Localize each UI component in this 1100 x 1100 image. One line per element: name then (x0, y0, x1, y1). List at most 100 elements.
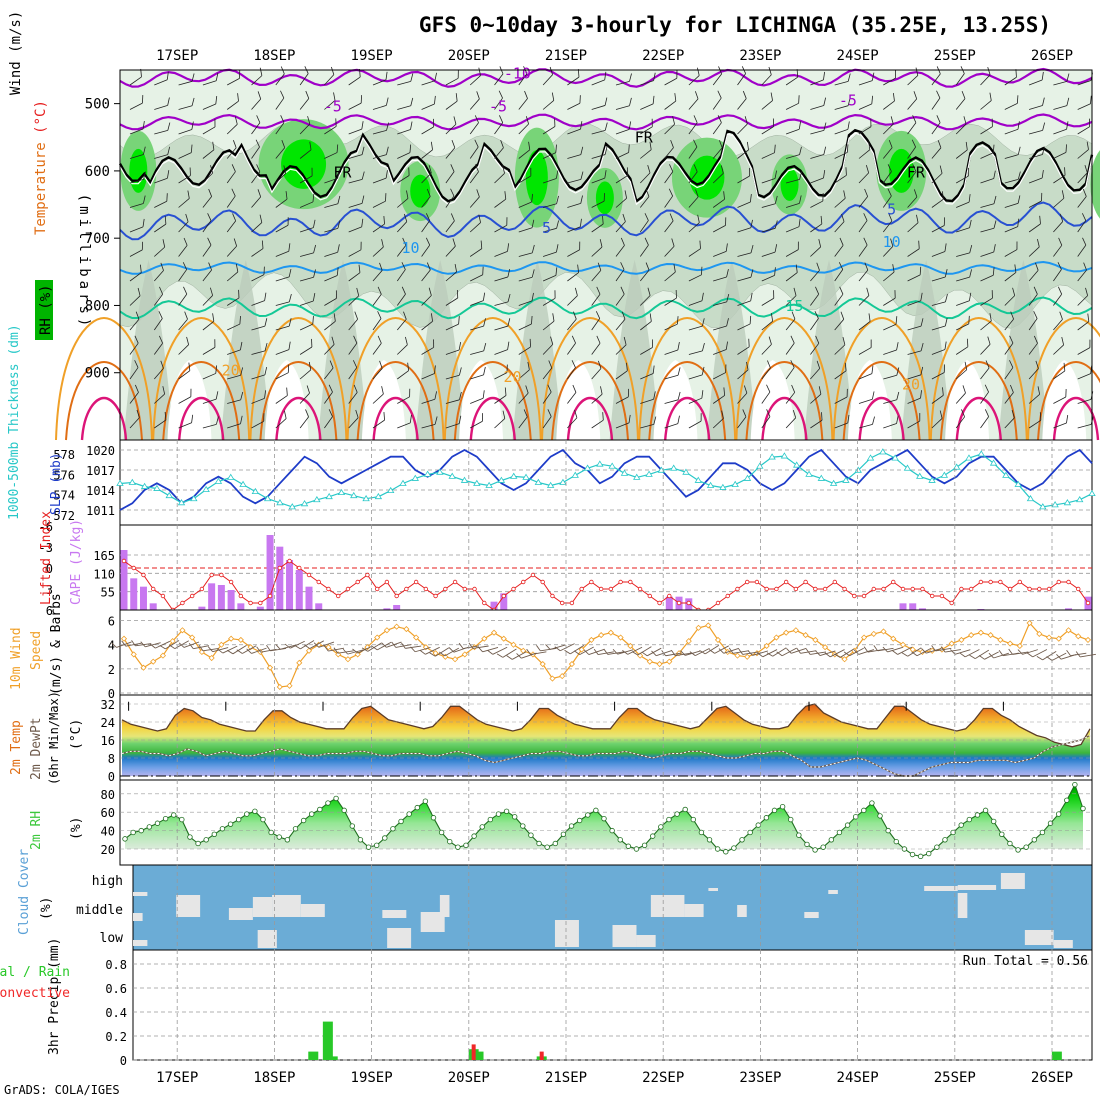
wind-speed-point (383, 627, 390, 634)
wind-barb (834, 362, 847, 380)
wind-barb (567, 146, 584, 159)
wind-barb (907, 189, 918, 208)
wind-barb (591, 360, 602, 380)
wind-tick-label: 6 (108, 615, 115, 629)
wind-speed-point (1016, 642, 1023, 650)
wind-barb (640, 141, 652, 159)
wind-barb (737, 193, 752, 208)
wind-barb (445, 341, 462, 355)
thickness-point (325, 492, 333, 500)
li-point (131, 565, 136, 571)
wind-barb (372, 262, 383, 282)
wind-barb (761, 195, 778, 208)
wind-barb-10m (593, 648, 614, 656)
cape-tick-label: 55 (101, 586, 115, 600)
wind-barb (883, 316, 898, 331)
contour-label: -5 (839, 92, 857, 110)
wind-barb (494, 115, 504, 135)
contour-label: 10 (883, 233, 901, 251)
li-point (978, 579, 984, 585)
wind-barb (688, 91, 699, 110)
wind-barb (688, 164, 698, 184)
temp-area: 32 24 16 8 0 (101, 698, 1092, 784)
wind-barb (955, 90, 966, 110)
wind-barb (907, 214, 919, 233)
wind-speed-point (169, 638, 176, 645)
rh2m-point (877, 813, 883, 819)
wind-barb (154, 146, 171, 159)
wind-barb (737, 385, 748, 404)
rh-bright-patch (129, 148, 148, 193)
wind-barb (202, 313, 215, 331)
wind-barb (202, 262, 212, 282)
wind-barb (1053, 167, 1066, 184)
wind-speed-point (393, 623, 400, 630)
wind-barb (469, 214, 481, 233)
li-point (189, 593, 195, 599)
wind-barb (470, 292, 486, 306)
wind-barb (178, 97, 195, 110)
wind-barb-10m (661, 650, 682, 657)
cloud-level-high: high (92, 874, 123, 889)
wind-barb (372, 311, 382, 331)
wind-barb (567, 264, 580, 282)
rh2m-point (731, 845, 737, 851)
rh2m-point (122, 836, 128, 842)
wind-speed-point (237, 636, 244, 643)
wind-barb (664, 367, 681, 380)
cape-bar (305, 586, 313, 610)
wind-barb (1028, 238, 1040, 257)
thickness-point (386, 486, 395, 494)
thickness-point (891, 454, 899, 461)
wind-speed-point (714, 636, 722, 643)
wind-barb (810, 146, 827, 159)
rh2m-point (317, 806, 323, 813)
wind-barb (178, 311, 188, 331)
wind-barb (907, 240, 920, 257)
wind-barb (591, 286, 601, 306)
wind-speed-point (763, 642, 770, 650)
wind-barb (1004, 241, 1018, 257)
wind-barb (129, 264, 142, 282)
contour-label: 20 (902, 376, 920, 394)
wind-speed-point (841, 656, 848, 663)
rh-column (804, 260, 854, 440)
wind-barb (251, 240, 264, 257)
thickness-point (350, 491, 358, 499)
wind-speed-point (189, 634, 196, 641)
isotherm-minus10 (119, 67, 1093, 88)
wind-barb (1053, 262, 1062, 282)
wind-barb (1004, 121, 1020, 135)
thickness-point (202, 485, 210, 492)
wind-barb (810, 286, 820, 306)
cape-bar (217, 585, 225, 610)
wind-barb (1053, 414, 1069, 429)
top-date-label: 19SEP (351, 48, 393, 64)
li-point (433, 593, 438, 599)
wind-barb (129, 311, 140, 331)
li-point (297, 565, 302, 571)
wind-barb-10m (545, 644, 566, 650)
wind-barb-10m (573, 646, 594, 656)
top-date-label: 22SEP (642, 48, 684, 64)
wind-barb (980, 336, 991, 355)
li-point (540, 579, 545, 585)
thickness-point (473, 479, 481, 486)
wind-barb (421, 416, 438, 429)
wind-panel: 6 4 2 0 10m Wind Speed (m/s) & Barbs (9, 593, 1096, 701)
convective-bar (471, 1044, 476, 1060)
wind-barb (226, 238, 238, 257)
wind-barb (712, 387, 726, 404)
rh2m-point (357, 837, 364, 843)
wind-speed-point (286, 682, 293, 689)
wind-barb (421, 262, 431, 282)
wind-barb (518, 361, 530, 380)
wind-barb (713, 293, 730, 306)
wind-barb (688, 189, 699, 208)
wind-barb (348, 287, 360, 306)
thickness-point (460, 476, 469, 483)
wind-barb (567, 335, 576, 355)
cape-bar (286, 560, 294, 610)
li-point (1085, 600, 1091, 606)
cape-bars: -6 -3 0 3 6 165 110 55 (39, 520, 1092, 618)
